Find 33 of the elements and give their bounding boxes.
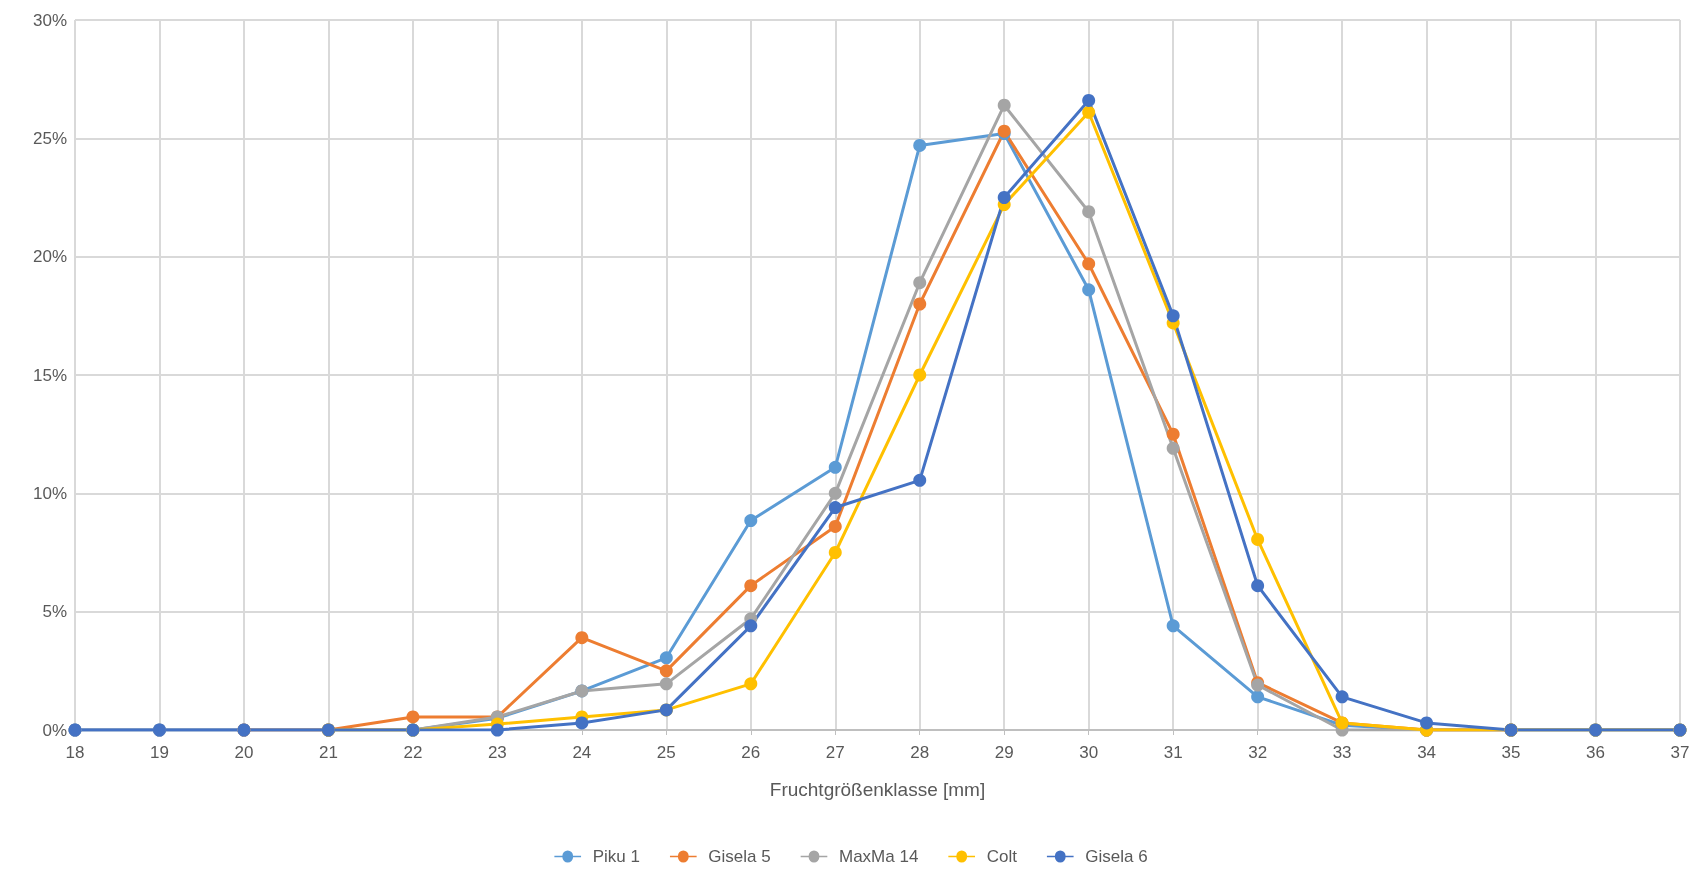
x-tick-label: 23 — [487, 743, 507, 762]
legend-label: MaxMa 14 — [838, 847, 919, 866]
x-tick-label: 35 — [1501, 743, 1521, 762]
y-tick-label: 5% — [42, 602, 67, 622]
y-tick-label: 10% — [32, 483, 67, 503]
x-axis-title: Fruchtgrößenklasse [mm] — [769, 779, 986, 800]
x-tick-label: 33 — [1332, 743, 1352, 762]
x-tick-label: 37 — [1670, 743, 1690, 762]
y-tick-label: 20% — [32, 247, 67, 267]
y-tick-label: 0% — [42, 720, 67, 740]
x-tick-label: 26 — [741, 743, 761, 762]
y-tick-label: 30% — [32, 10, 67, 30]
y-tick-label: 15% — [32, 365, 67, 385]
x-tick-label: 29 — [994, 743, 1014, 762]
x-tick-label: 36 — [1586, 743, 1605, 762]
x-tick-label: 24 — [572, 743, 592, 762]
x-tick-label: 30 — [1079, 743, 1099, 762]
x-tick-label: 32 — [1248, 743, 1268, 762]
x-tick-label: 28 — [910, 743, 930, 762]
y-tick-label: 25% — [32, 128, 67, 148]
x-tick-label: 19 — [150, 743, 169, 762]
x-tick-label: 27 — [825, 743, 845, 762]
legend-label: Gisela 5 — [708, 847, 771, 866]
x-tick-label: 34 — [1417, 743, 1437, 762]
x-tick-label: 22 — [403, 743, 423, 762]
x-tick-label: 25 — [656, 743, 676, 762]
legend-label: Piku 1 — [592, 847, 640, 866]
legend-label: Gisela 6 — [1085, 847, 1148, 866]
x-tick-label: 31 — [1163, 743, 1183, 762]
x-tick-label: 20 — [234, 743, 254, 762]
x-tick-label: 21 — [318, 743, 338, 762]
legend-label: Colt — [986, 847, 1018, 866]
x-tick-label: 18 — [65, 743, 85, 762]
